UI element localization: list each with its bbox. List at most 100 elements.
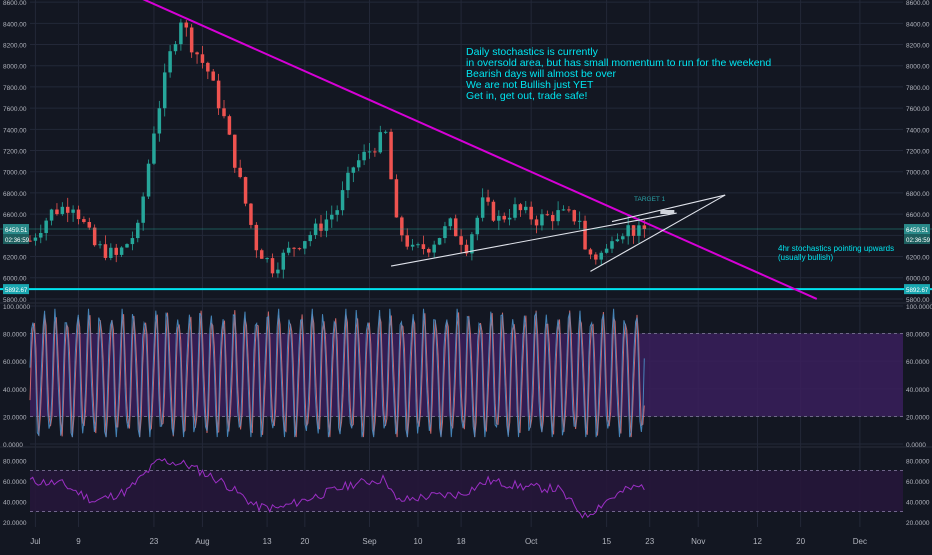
trendline-wedge-lower xyxy=(590,194,726,272)
candle-body xyxy=(400,217,404,236)
y-tick-label-left: 7000.00 xyxy=(3,170,27,177)
y-tick-label-left: 8200.00 xyxy=(3,43,27,50)
candle-body xyxy=(459,236,463,245)
analysis-note: Daily stochastics is currently in overso… xyxy=(466,47,771,102)
x-tick-label: 12 xyxy=(753,537,762,546)
candle-body xyxy=(270,258,275,274)
candle-body xyxy=(545,214,550,216)
candle-body xyxy=(189,27,194,53)
current-price-label-right: 6459.51 xyxy=(906,227,929,234)
candle-body xyxy=(200,54,205,63)
candle-body xyxy=(216,80,221,109)
countdown-label-left-bg xyxy=(3,234,29,245)
candle-body xyxy=(453,218,458,237)
x-tick-label: Nov xyxy=(691,537,705,546)
y-tick-label-right: 7200.00 xyxy=(906,149,930,156)
candle-body xyxy=(249,203,253,225)
target-label: TARGET 1 xyxy=(634,196,666,203)
support-label-left: 5892.67 xyxy=(5,287,28,294)
current-price-label-left-bg xyxy=(3,224,29,235)
candle-body xyxy=(60,206,65,215)
candle-body xyxy=(324,219,329,231)
x-tick-label: 13 xyxy=(263,537,272,546)
candle-body xyxy=(265,258,269,260)
candle-body xyxy=(146,163,151,197)
analysis-note-line: Daily stochastics is currently xyxy=(466,46,598,58)
x-tick-label: 20 xyxy=(300,537,309,546)
x-tick-label: 15 xyxy=(602,537,611,546)
candle-body xyxy=(286,247,291,253)
y-tick-label-left: 8000.00 xyxy=(3,64,27,71)
candle-body xyxy=(243,177,248,204)
candle-body xyxy=(173,44,178,52)
candle-body xyxy=(497,215,501,221)
candle-body xyxy=(238,167,242,178)
rsi-tick-left: 40.0000 xyxy=(3,499,27,506)
y-tick-label-left: 6000.00 xyxy=(3,276,27,283)
candle-body xyxy=(206,62,210,72)
candle-body xyxy=(330,214,334,220)
stochastic-tick-left: 0.0000 xyxy=(3,442,23,449)
candle-body xyxy=(141,196,145,223)
countdown-label-right-bg xyxy=(904,234,930,245)
stochastic-tick-right: 0.0000 xyxy=(906,442,926,449)
candle-body xyxy=(572,210,577,222)
stochastic-note-line: 4hr stochastics pointing upwards xyxy=(778,244,895,253)
candle-body xyxy=(308,234,312,242)
candle-body xyxy=(626,225,630,237)
rsi-tick-right: 80.0000 xyxy=(906,458,930,465)
y-tick-label-right: 8600.00 xyxy=(906,0,930,7)
trendline-wedge-upper xyxy=(611,194,726,223)
candle-body xyxy=(561,209,566,211)
candle-body xyxy=(55,209,59,215)
candle-body xyxy=(502,215,506,220)
x-tick-label: Aug xyxy=(195,537,209,546)
y-tick-label-right: 6200.00 xyxy=(906,255,930,262)
stochastic-tick-left: 80.0000 xyxy=(3,332,27,339)
candle-body xyxy=(162,72,167,109)
rsi-band xyxy=(30,470,903,512)
stochastic-tick-right: 40.0000 xyxy=(906,387,930,394)
y-tick-label-left: 7600.00 xyxy=(3,106,27,113)
candle-body xyxy=(351,167,356,173)
candle-body xyxy=(389,131,393,180)
candle-body xyxy=(610,241,614,249)
candle-body xyxy=(394,179,399,218)
candle-body xyxy=(227,116,232,135)
candle-body xyxy=(114,247,118,255)
candle-body xyxy=(464,244,469,254)
countdown-label-left: 02:36:59 xyxy=(5,237,30,244)
candle-body xyxy=(28,240,32,242)
candle-body xyxy=(211,71,215,81)
support-label-right: 5892.67 xyxy=(906,287,929,294)
candle-body xyxy=(373,151,377,153)
rsi-tick-right: 60.0000 xyxy=(906,479,930,486)
candle-body xyxy=(233,134,237,168)
candle-body xyxy=(437,238,442,245)
candle-body xyxy=(125,244,129,248)
y-tick-label-right: 6600.00 xyxy=(906,212,930,219)
candle-body xyxy=(292,247,296,249)
candle-body xyxy=(615,239,620,242)
target-marker xyxy=(660,210,675,215)
candle-body xyxy=(109,247,113,258)
x-tick-label: 23 xyxy=(645,537,654,546)
candle-body xyxy=(507,217,512,220)
candle-body xyxy=(518,204,523,211)
x-tick-label: 9 xyxy=(76,537,81,546)
candle-body xyxy=(367,151,372,153)
y-tick-label-left: 6800.00 xyxy=(3,191,27,198)
stochastic-tick-right: 60.0000 xyxy=(906,359,930,366)
stochastic-tick-right: 100.0000 xyxy=(906,304,932,311)
stochastic-k-line xyxy=(29,308,645,438)
candle-body xyxy=(152,133,156,164)
candle-body xyxy=(168,51,172,73)
current-price-label-left: 6459.51 xyxy=(5,227,28,234)
y-tick-label-left: 6200.00 xyxy=(3,255,27,262)
y-tick-label-left: 6600.00 xyxy=(3,212,27,219)
candle-body xyxy=(340,190,345,211)
y-tick-label-right: 7800.00 xyxy=(906,85,930,92)
analysis-note-line: Bearish days will almost be over xyxy=(466,68,616,80)
